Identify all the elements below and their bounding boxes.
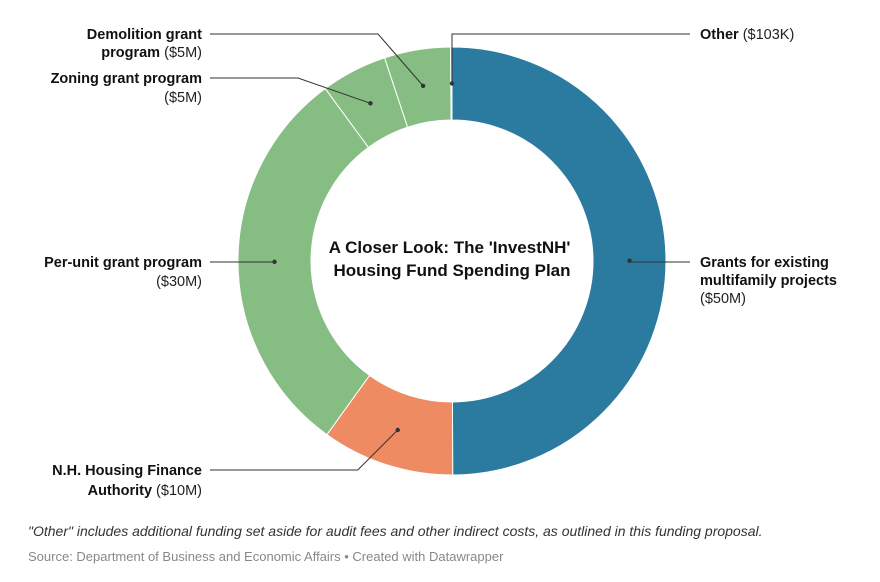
label-value: ($5M) [164, 90, 202, 106]
label-name-line: Demolition grant [87, 27, 202, 43]
leader-line-other [451, 33, 690, 84]
label-name-line: Zoning grant program [51, 71, 202, 87]
labels-group: Grants for existing multifamily projects (… [44, 27, 837, 499]
label-name-line: program [101, 45, 160, 61]
footnote: "Other" includes additional funding set … [28, 523, 763, 539]
leader-line-zoning-grant-program [210, 77, 371, 104]
label-name-line: Authority [88, 483, 152, 499]
source-credit: Source: Department of Business and Econo… [28, 549, 504, 564]
label-value: ($50M) [700, 291, 746, 307]
label-value: ($10M) [152, 483, 202, 499]
label-zoning-grant-program: Zoning grant program ($5M) [51, 71, 202, 106]
leader-dot-demolition-grant-program [420, 83, 426, 89]
leader-line-n-h-housing-finance-authority [210, 429, 399, 471]
leader-dot-n-h-housing-finance-authority [395, 427, 400, 433]
label-grants-for-existing-multifamily-projects: Grants for existing multifamily projects (… [700, 255, 837, 307]
leader-dot-per-unit-grant-program [272, 259, 277, 265]
leader-dot-other [449, 81, 455, 86]
center-title-line-2: Housing Fund Spending Plan [333, 261, 570, 280]
label-name-line: Other [700, 27, 739, 43]
label-value: ($5M) [160, 45, 202, 61]
label-name-line: N.H. Housing Finance [52, 463, 202, 479]
slice-grants-for-existing-multifamily-projects[interactable] [451, 46, 667, 476]
label-name-line: Grants for existing [700, 255, 829, 271]
label-n-h-housing-finance-authority: N.H. Housing Finance Authority ($10M) [52, 463, 202, 499]
center-title: A Closer Look: The 'InvestNH' Housing Fu… [329, 238, 575, 280]
label-other: Other ($103K) [700, 27, 794, 43]
donut-chart: Grants for existing multifamily projects (… [44, 27, 837, 499]
slices-group [237, 46, 667, 476]
center-title-line-1: A Closer Look: The 'InvestNH' [329, 238, 571, 257]
leader-dot-zoning-grant-program [368, 101, 373, 106]
leader-line-demolition-grant-program [210, 33, 424, 87]
label-name-line: Per-unit grant program [44, 255, 202, 271]
label-per-unit-grant-program: Per-unit grant program ($30M) [44, 255, 202, 290]
label-demolition-grant-program: Demolition grant program ($5M) [87, 27, 202, 61]
slice-per-unit-grant-program[interactable] [237, 87, 371, 436]
label-value: ($103K) [739, 27, 795, 43]
label-value: ($30M) [156, 274, 202, 290]
label-name-line: multifamily projects [700, 273, 837, 289]
leader-lines-group [210, 33, 690, 471]
leader-dot-grants-for-existing-multifamily-projects [627, 258, 632, 263]
